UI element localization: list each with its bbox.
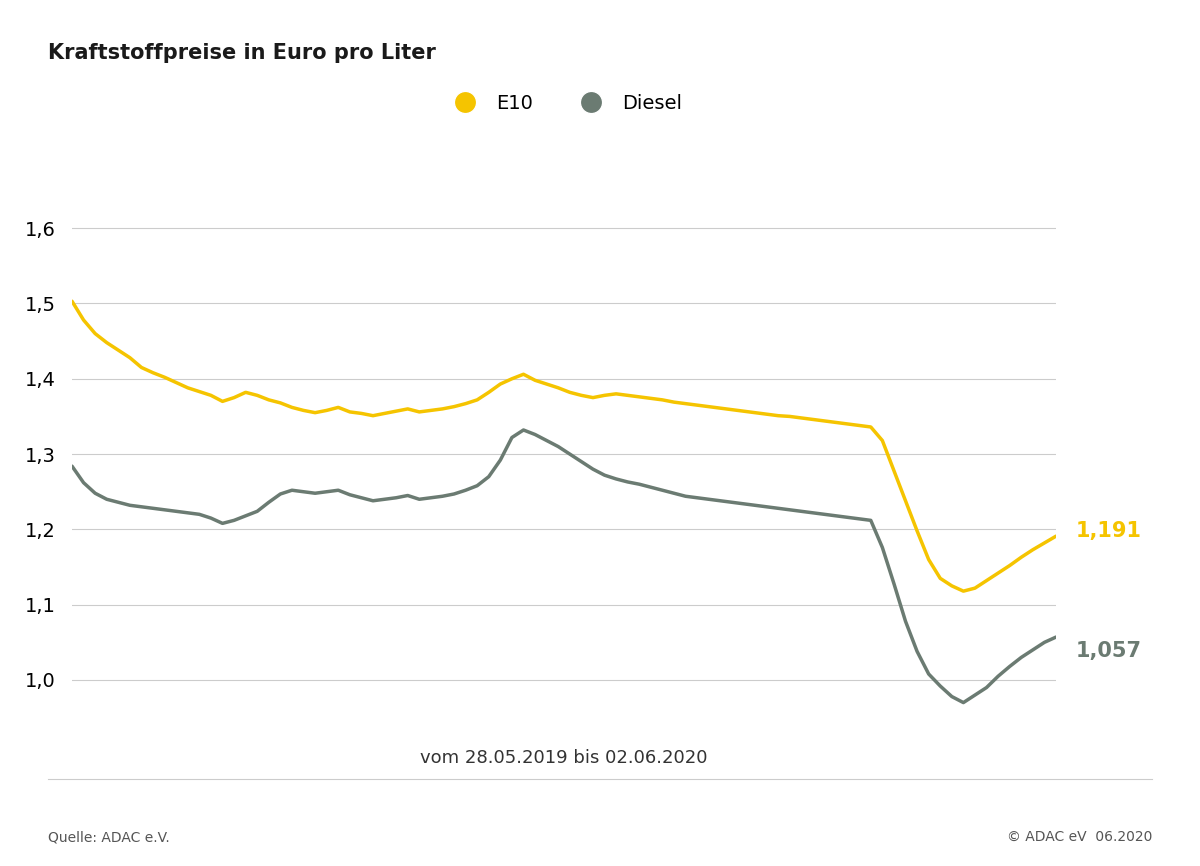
- Text: Kraftstoffpreise in Euro pro Liter: Kraftstoffpreise in Euro pro Liter: [48, 43, 436, 63]
- Legend: E10, Diesel: E10, Diesel: [438, 86, 690, 120]
- Text: © ADAC eV  06.2020: © ADAC eV 06.2020: [1007, 830, 1152, 844]
- Text: Quelle: ADAC e.V.: Quelle: ADAC e.V.: [48, 830, 169, 844]
- Text: vom 28.05.2019 bis 02.06.2020: vom 28.05.2019 bis 02.06.2020: [420, 749, 708, 767]
- Text: 1,191: 1,191: [1075, 520, 1141, 540]
- Text: 1,057: 1,057: [1075, 641, 1141, 661]
